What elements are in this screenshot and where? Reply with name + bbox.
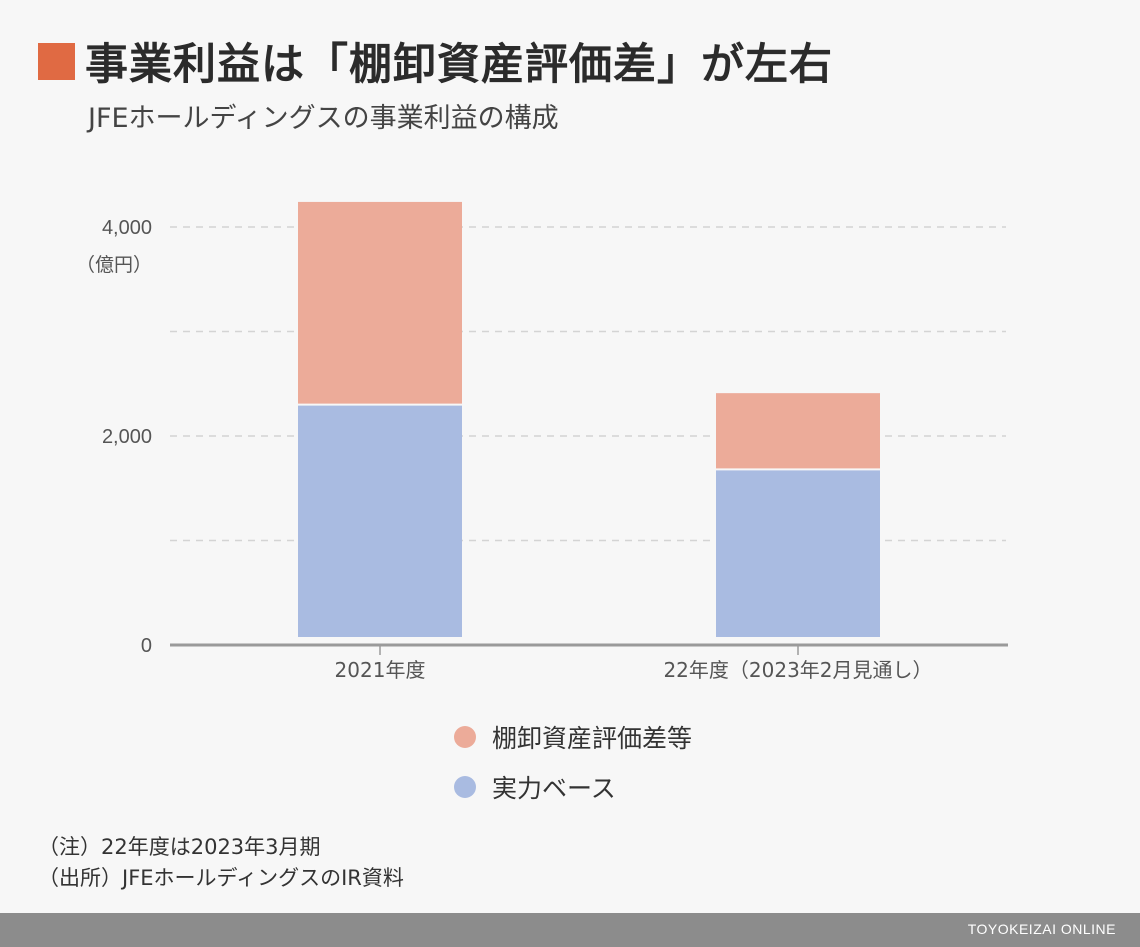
note-period: （注）22年度は2023年3月期 (38, 835, 321, 859)
legend-label-inventory: 棚卸資産評価差等 (492, 724, 693, 753)
chart-title: 事業利益は「棚卸資産評価差」が左右 (85, 40, 833, 90)
y-unit-label: （億円） (76, 254, 152, 276)
bar-core (298, 405, 462, 637)
y-tick-label: 2,000 (102, 426, 152, 448)
y-tick-label: 4,000 (102, 217, 152, 239)
note-source: （出所）JFEホールディングスのIR資料 (38, 866, 404, 890)
bar-inventory (298, 201, 462, 404)
legend-item-core: 実力ベース (454, 762, 692, 812)
bar-inventory (716, 393, 880, 469)
legend-item-inventory: 棚卸資産評価差等 (454, 712, 692, 762)
x-tick-label: 22年度（2023年2月見通し） (663, 658, 932, 682)
y-tick-label: 0 (141, 635, 152, 657)
notes: （注）22年度は2023年3月期 （出所）JFEホールディングスのIR資料 (38, 832, 404, 894)
chart-subtitle: JFEホールディングスの事業利益の構成 (88, 103, 559, 134)
bar-core (716, 470, 880, 637)
title-accent-square (38, 42, 75, 80)
title-row: 事業利益は「棚卸資産評価差」が左右 (38, 30, 833, 92)
legend-label-core: 実力ベース (492, 774, 616, 803)
footer-bar: TOYOKEIZAI ONLINE (0, 913, 1140, 947)
x-tick-label: 2021年度 (335, 658, 426, 682)
legend: 棚卸資産評価差等 実力ベース (454, 712, 692, 812)
footer-brand: TOYOKEIZAI ONLINE (967, 921, 1116, 937)
legend-swatch-core (454, 776, 476, 798)
legend-swatch-inventory (454, 726, 476, 748)
